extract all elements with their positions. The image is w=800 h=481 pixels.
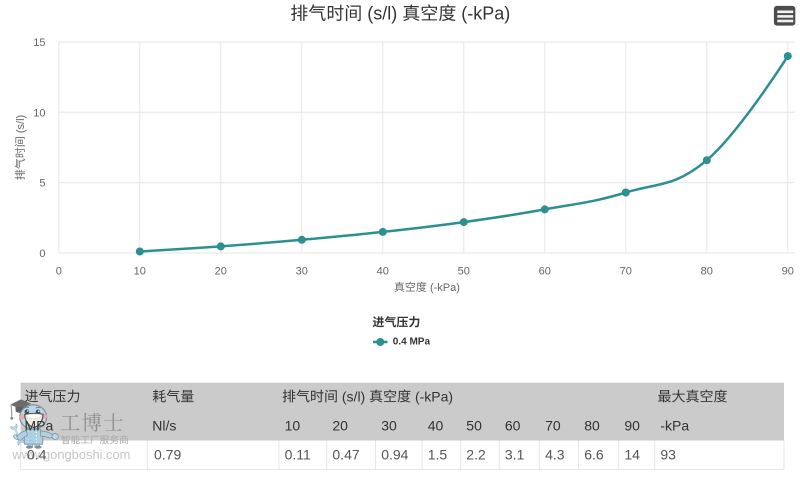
svg-text:14: 14 [624, 447, 640, 463]
svg-text:93: 93 [660, 447, 676, 463]
svg-text:(-kPa): (-kPa) [427, 282, 460, 294]
svg-text:(s/l): (s/l) [362, 4, 402, 24]
svg-text:(-kPa): (-kPa) [456, 4, 510, 24]
svg-text:90: 90 [782, 266, 794, 278]
svg-text:90: 90 [624, 417, 640, 433]
svg-text:(s/l): (s/l) [338, 388, 369, 404]
svg-text:Nl/s: Nl/s [152, 417, 176, 433]
svg-text:0.47: 0.47 [332, 447, 359, 463]
svg-text:80: 80 [584, 417, 600, 433]
svg-text:www.gongboshi.com: www.gongboshi.com [11, 447, 130, 462]
svg-text:10: 10 [285, 417, 301, 433]
svg-text:(s/l): (s/l) [15, 115, 27, 136]
svg-text:70: 70 [620, 266, 632, 278]
svg-text:6.6: 6.6 [584, 447, 604, 463]
svg-text:50: 50 [466, 417, 482, 433]
svg-text:0: 0 [56, 266, 62, 278]
svg-text:10: 10 [134, 266, 146, 278]
svg-text:0.4: 0.4 [27, 447, 47, 463]
svg-text:20: 20 [332, 417, 348, 433]
svg-text:40: 40 [377, 266, 389, 278]
svg-text:5: 5 [39, 178, 45, 190]
svg-text:30: 30 [296, 266, 308, 278]
svg-text:(-kPa): (-kPa) [411, 388, 453, 404]
svg-text:50: 50 [458, 266, 470, 278]
svg-text:10: 10 [33, 107, 45, 119]
svg-text:30: 30 [381, 417, 397, 433]
svg-text:40: 40 [428, 417, 444, 433]
svg-text:4.3: 4.3 [545, 447, 565, 463]
svg-text:70: 70 [545, 417, 561, 433]
svg-text:0.79: 0.79 [154, 447, 181, 463]
svg-text:0: 0 [39, 248, 45, 260]
svg-text:0.11: 0.11 [285, 447, 311, 463]
svg-text:20: 20 [215, 266, 227, 278]
svg-text:0.94: 0.94 [381, 447, 408, 463]
svg-text:60: 60 [505, 417, 521, 433]
svg-text:MPa: MPa [25, 417, 54, 433]
svg-text:3.1: 3.1 [505, 447, 525, 463]
svg-text:1.5: 1.5 [428, 447, 448, 463]
svg-text:60: 60 [539, 266, 551, 278]
svg-text:0.4 MPa: 0.4 MPa [393, 337, 431, 348]
svg-text:80: 80 [701, 266, 713, 278]
svg-text:2.2: 2.2 [466, 447, 486, 463]
svg-text:-kPa: -kPa [660, 417, 689, 433]
svg-text:15: 15 [33, 37, 45, 49]
